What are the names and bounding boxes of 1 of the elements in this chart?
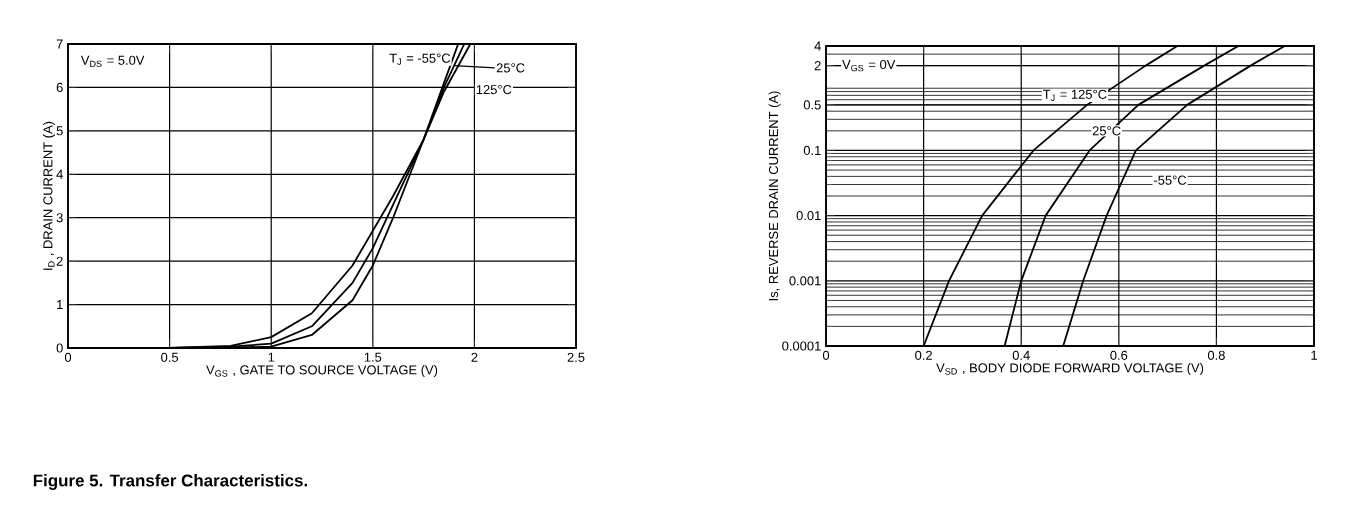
caption: Figure 5. Transfer Characteristics. [33, 474, 307, 490]
